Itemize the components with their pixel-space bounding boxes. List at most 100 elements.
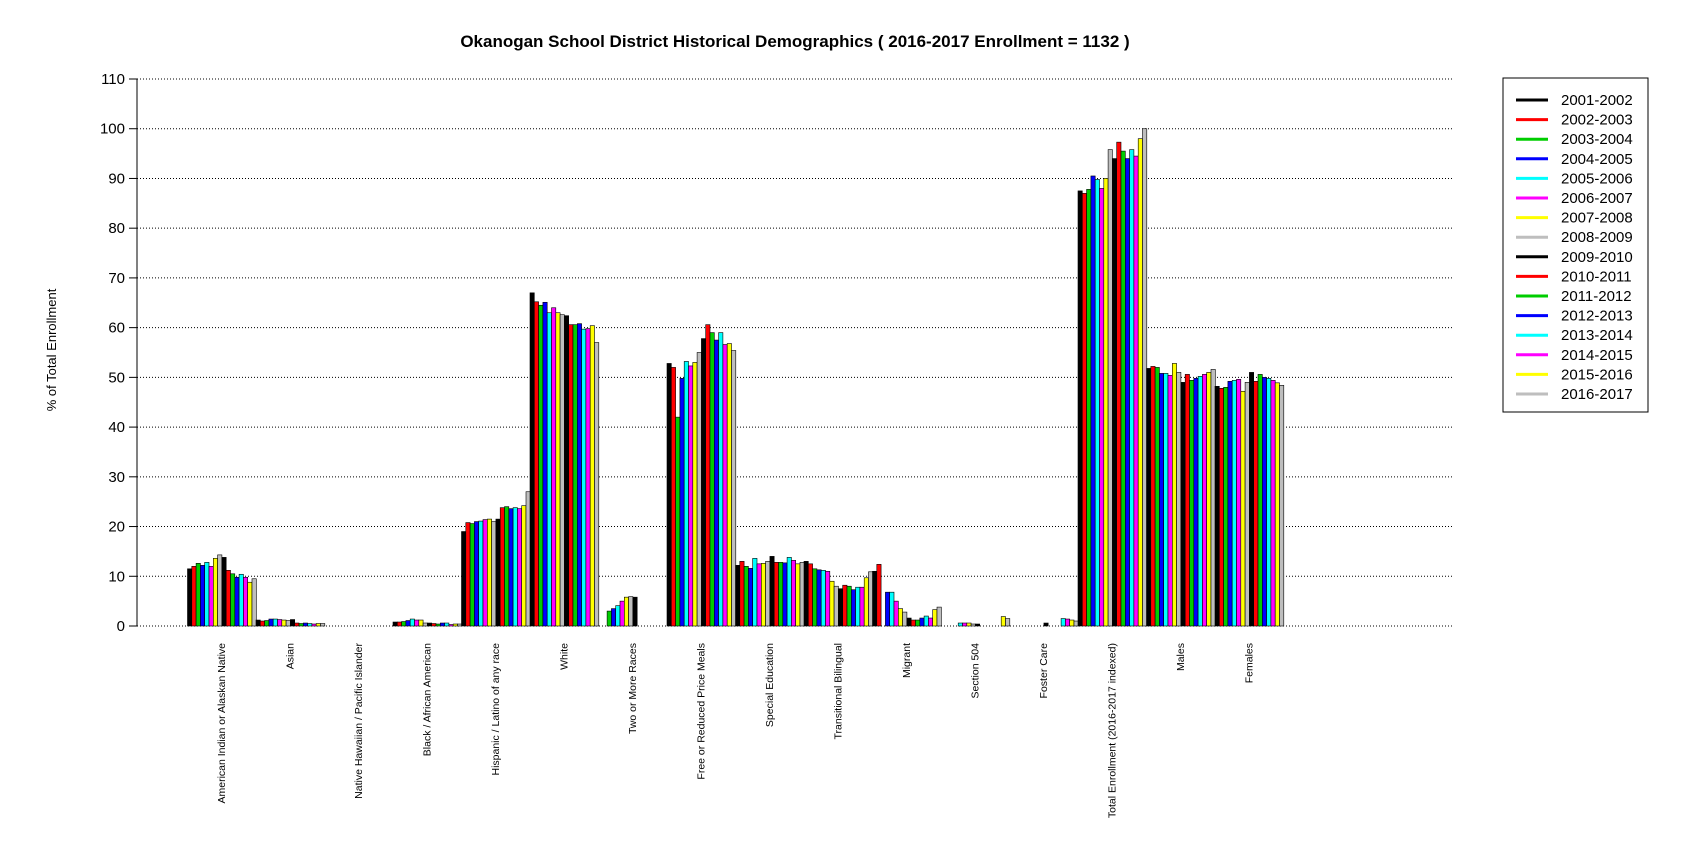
bar <box>504 506 510 627</box>
bar <box>217 554 223 627</box>
bar <box>277 619 283 627</box>
bar <box>1065 618 1071 627</box>
bar <box>842 584 848 627</box>
bar <box>838 588 844 627</box>
bar <box>1240 390 1246 627</box>
bar <box>799 562 805 627</box>
legend-label: 2007-2008 <box>1561 210 1633 227</box>
bar <box>204 562 210 627</box>
bar <box>1146 368 1152 627</box>
bar <box>1159 373 1165 627</box>
bar <box>1142 128 1148 627</box>
bar <box>521 505 527 627</box>
bar <box>213 558 218 627</box>
bar <box>1154 367 1160 627</box>
bar <box>872 570 878 627</box>
bar <box>1043 622 1049 627</box>
bar <box>431 623 437 627</box>
y-tick-label: 60 <box>108 320 125 337</box>
legend-label: 2001-2002 <box>1561 92 1633 109</box>
bar <box>722 344 728 627</box>
bar <box>1227 381 1233 627</box>
bars <box>187 128 1285 627</box>
bar <box>807 563 813 627</box>
y-tick-label: 40 <box>108 419 125 436</box>
bar <box>773 562 779 627</box>
bar <box>538 304 544 627</box>
bar <box>572 324 578 627</box>
bar <box>307 623 313 627</box>
bar <box>581 328 587 627</box>
legend-label: 2014-2015 <box>1561 347 1633 364</box>
bar <box>863 577 869 627</box>
category-label: Asian <box>284 643 296 669</box>
legend-label: 2011-2012 <box>1561 288 1632 305</box>
bar <box>812 568 818 627</box>
bar <box>1137 138 1143 627</box>
y-tick-label: 20 <box>108 519 125 536</box>
y-tick-label: 10 <box>108 568 125 585</box>
bar <box>1000 616 1006 627</box>
bar <box>748 568 754 627</box>
bar <box>1266 378 1272 627</box>
legend-label: 2012-2013 <box>1561 308 1633 325</box>
bar <box>320 623 326 627</box>
bar <box>302 622 308 627</box>
bar <box>1172 363 1177 627</box>
bar <box>688 365 694 627</box>
bar <box>623 596 629 627</box>
bar <box>461 531 467 627</box>
bar <box>850 589 856 627</box>
bar <box>401 621 407 627</box>
bar <box>868 571 874 627</box>
bar <box>1167 375 1173 627</box>
bar <box>546 312 552 627</box>
bar <box>1107 149 1113 627</box>
bar <box>619 600 625 627</box>
bar <box>230 573 236 627</box>
bar <box>1184 374 1190 627</box>
bar <box>435 623 441 627</box>
bar <box>568 324 574 627</box>
bar <box>936 606 942 627</box>
bar <box>294 622 300 627</box>
bar <box>1244 382 1250 627</box>
bar <box>735 565 741 627</box>
bar <box>718 332 724 627</box>
category-label: Section 504 <box>969 643 981 699</box>
bar <box>1206 372 1212 627</box>
y-tick-label: 110 <box>101 71 125 88</box>
bar <box>555 312 561 627</box>
y-tick-label: 80 <box>108 220 125 237</box>
bar <box>611 608 617 627</box>
y-tick-label: 100 <box>100 121 125 138</box>
bar <box>457 623 463 627</box>
bar <box>225 570 231 627</box>
bar <box>778 562 784 627</box>
bar <box>195 563 201 627</box>
bar <box>396 621 402 627</box>
bar <box>200 565 205 627</box>
bar <box>1094 179 1100 627</box>
bar <box>975 623 981 627</box>
bar <box>255 619 261 627</box>
bar <box>298 623 304 627</box>
bar <box>670 367 676 627</box>
bar <box>679 378 685 627</box>
bar <box>803 561 809 627</box>
bar <box>512 507 518 627</box>
bar <box>1129 149 1135 627</box>
bar <box>1274 382 1280 627</box>
bar <box>889 591 895 627</box>
bar <box>290 619 295 627</box>
bar <box>594 342 600 627</box>
bar <box>816 569 822 627</box>
bar <box>589 325 595 627</box>
bar <box>1214 386 1220 627</box>
bar <box>469 523 475 627</box>
bar <box>1231 380 1237 627</box>
legend-label: 2002-2003 <box>1561 112 1633 129</box>
category-label: Hispanic / Latino of any race <box>490 643 502 776</box>
legend-label: 2013-2014 <box>1561 327 1633 344</box>
y-tick-label: 90 <box>108 170 125 187</box>
